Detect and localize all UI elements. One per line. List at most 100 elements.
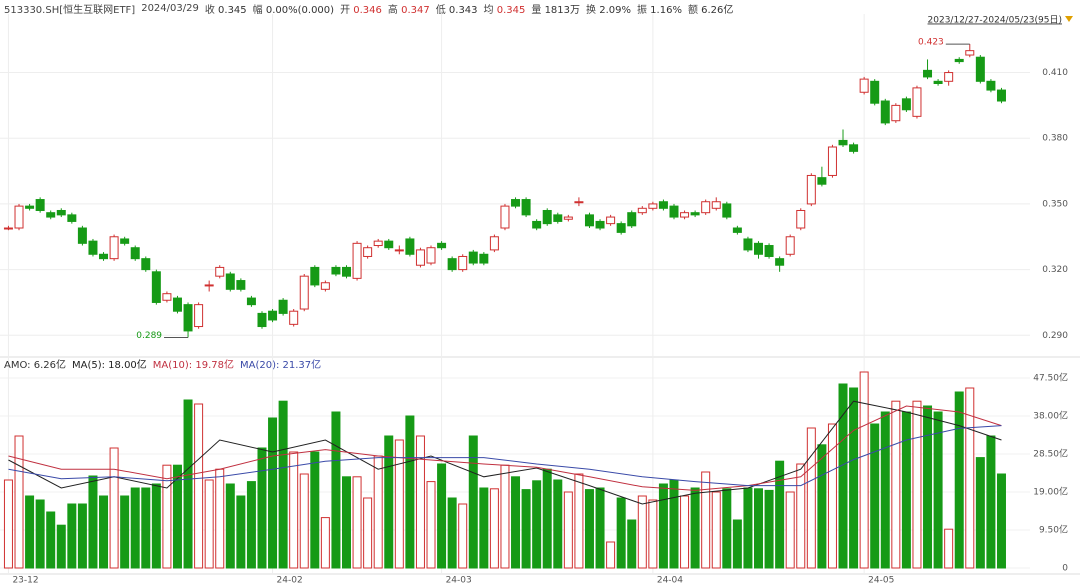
candle-body (648, 203, 658, 209)
candle-body (25, 205, 35, 209)
candle-body (447, 258, 457, 271)
volume-bar (954, 391, 964, 569)
volume-bar (194, 403, 204, 569)
volume-bar (658, 483, 668, 569)
volume-bar (996, 473, 1006, 569)
candle-body (870, 80, 880, 104)
volume-bar (817, 444, 827, 569)
candle-body (67, 214, 77, 222)
candle-body (468, 251, 478, 264)
volume-bar (711, 491, 721, 569)
date: 2024/03/29 (141, 2, 199, 14)
candle-body (574, 201, 584, 204)
x-tick-label: 24-03 (446, 576, 472, 586)
candle-body (732, 227, 742, 233)
candle-body (563, 216, 573, 220)
candle-body (680, 212, 690, 218)
info-label: 量 (531, 4, 542, 16)
volume-bar (141, 487, 151, 569)
candle-body (77, 227, 87, 244)
candle-body (806, 174, 816, 205)
volume-bar (870, 423, 880, 569)
candle-body (553, 214, 563, 222)
volume-bar (278, 400, 288, 569)
candle-body (838, 139, 848, 146)
candle-body (743, 238, 753, 251)
x-tick-label: 23-12 (12, 576, 38, 586)
candle-body (690, 212, 700, 216)
y-tick-label: 19.00亿 (1033, 486, 1068, 498)
info-label: 开 (340, 4, 351, 16)
candle-body (289, 310, 299, 325)
candle-body (595, 220, 605, 229)
candle-body (363, 247, 373, 257)
candle-body (458, 255, 468, 271)
volume-bar (975, 457, 985, 569)
range-label: 2023/12/27-2024/05/23(95日) (928, 15, 1062, 26)
volume-bar (584, 489, 594, 569)
y-tick-label: 38.00亿 (1033, 410, 1068, 422)
info-label: 高 (387, 4, 398, 16)
volume-bar (849, 387, 859, 569)
volume-bar (944, 528, 954, 569)
volume-bar (109, 447, 119, 569)
volume-legend: AMO: 6.26亿 MA(5): 18.00亿 MA(10): 19.78亿 MA… (4, 356, 321, 371)
volume-bar (806, 427, 816, 569)
candle-body (954, 58, 964, 63)
info-label: 换 (586, 4, 597, 16)
candle-body (342, 266, 352, 277)
candle-body (141, 258, 151, 271)
candle-body (299, 275, 309, 310)
y-tick-label: 9.50亿 (1039, 524, 1068, 536)
candle-body (56, 209, 66, 216)
candle-body (669, 205, 679, 218)
volume-bar (912, 400, 922, 569)
volume-bar (574, 473, 584, 569)
candle-body (511, 199, 521, 207)
volume-bar (3, 479, 13, 569)
candle-body (183, 304, 193, 332)
candle-body (996, 89, 1006, 102)
info-item: 收 0.345 (205, 1, 247, 16)
volume-bar (785, 491, 795, 569)
candle-body (986, 80, 996, 91)
candle-body (99, 253, 109, 260)
ma-line (8, 405, 1002, 491)
volume-bar (627, 519, 637, 569)
y-tick-label: 0.290 (1042, 331, 1068, 341)
x-tick-label: 24-04 (657, 576, 683, 586)
candle-body (278, 299, 288, 314)
volume-bar (394, 439, 404, 569)
y-tick-label: 0.380 (1042, 134, 1068, 144)
candle-body (584, 214, 594, 227)
candle-body (616, 223, 626, 233)
annotation-label: 0.423 (918, 38, 944, 48)
legend-entry: MA(5): 18.00亿 (71, 359, 147, 371)
volume-bar (215, 468, 225, 569)
candle-body (796, 209, 806, 229)
volume-bar (458, 503, 468, 569)
volume-bar (595, 487, 605, 569)
candle-body (489, 236, 499, 251)
info-value: 0.346 (353, 4, 382, 16)
candle-body (14, 205, 24, 229)
candle-body (215, 266, 225, 277)
volume-bar (743, 487, 753, 569)
volume-bar (46, 511, 56, 569)
x-tick-label: 24-02 (277, 576, 303, 586)
info-value: 1.16% (650, 4, 682, 16)
info-label: 幅 (252, 4, 263, 16)
volume-bar (268, 417, 278, 569)
volume-bar (426, 481, 436, 569)
volume-title: AMO: 6.26亿 (4, 359, 66, 371)
volume-bar (183, 399, 193, 569)
candle-body (775, 258, 785, 266)
candle-body (859, 78, 869, 93)
candle-body (268, 310, 278, 321)
y-tick-label: 0.320 (1042, 265, 1068, 275)
candle-body (151, 271, 161, 303)
volume-bar (447, 497, 457, 569)
candle-body (35, 199, 45, 211)
candle-body (257, 312, 267, 328)
volume-bar (500, 464, 510, 569)
